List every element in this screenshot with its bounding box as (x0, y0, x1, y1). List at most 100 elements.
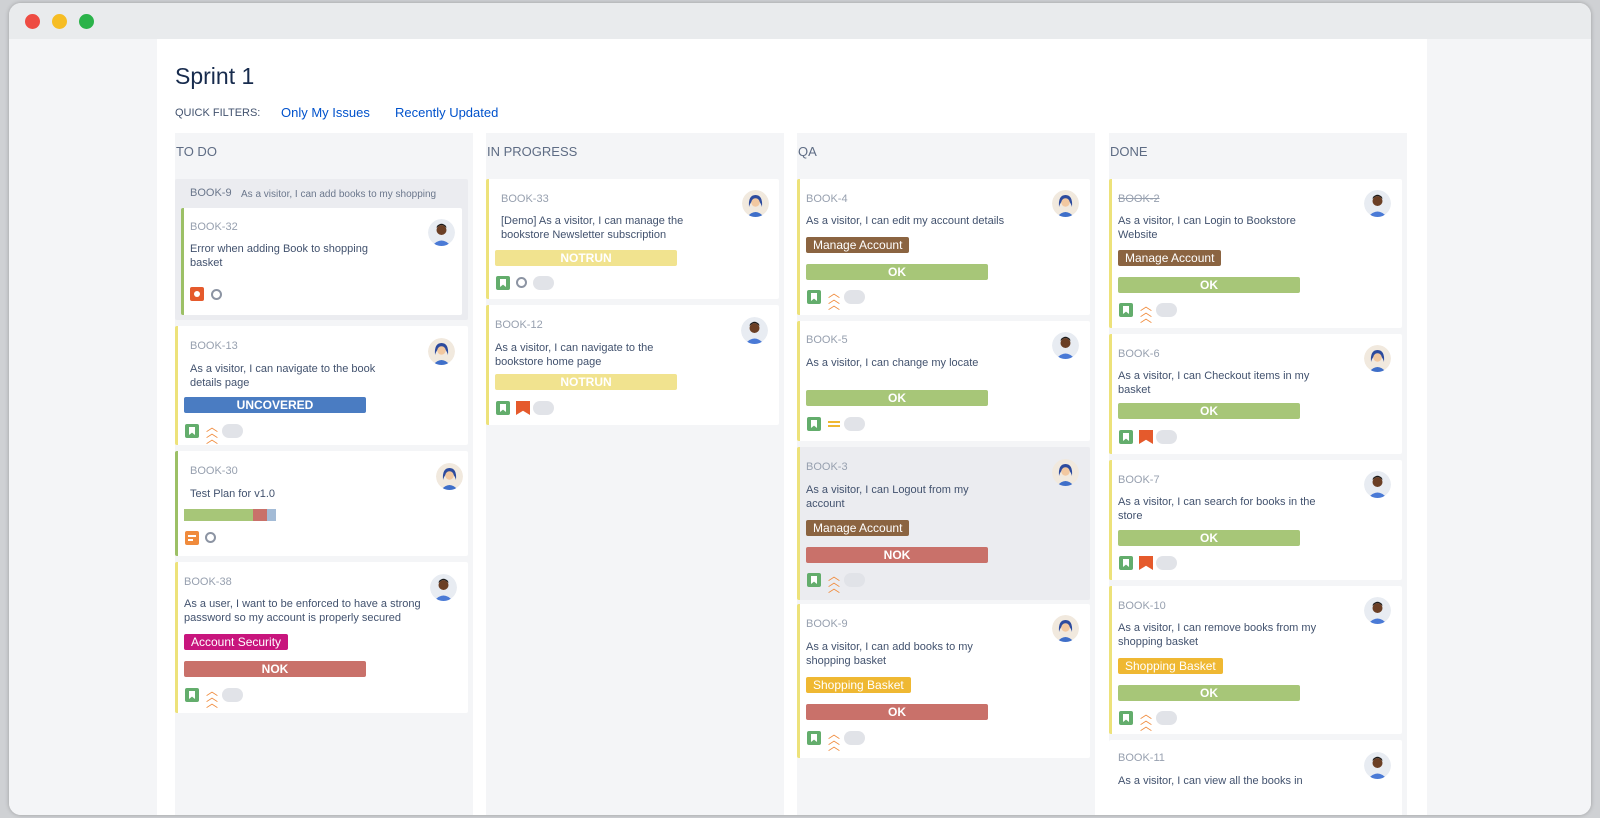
issue-summary: As a visitor, I can navigate to the book… (190, 363, 376, 389)
label-manage-account: Manage Account (1118, 250, 1222, 266)
avatar-female (1052, 615, 1079, 642)
card-book-30[interactable]: BOOK-30 Test Plan for v1.0 (175, 451, 468, 556)
priority-highest-icon: ︿ ︿ ︿ (205, 684, 218, 710)
card-book-5[interactable]: BOOK-5 As a visitor, I can change my loc… (797, 321, 1090, 441)
card-book-32[interactable]: BOOK-32 Error when adding Book to shoppi… (181, 208, 462, 315)
card-book-11[interactable]: BOOK-11 As a visitor, I can view all the… (1109, 740, 1402, 815)
toggle-icon (1156, 556, 1177, 570)
story-icon (185, 688, 199, 702)
filter-recently-updated[interactable]: Recently Updated (395, 105, 499, 120)
issue-summary: As a visitor, I can edit my account deta… (806, 215, 1005, 227)
priority-highest-icon: ︿ ︿ ︿ (205, 420, 218, 446)
toggle-icon (1156, 303, 1177, 317)
card-book-33[interactable]: BOOK-33 [Demo] As a visitor, I can manag… (486, 179, 779, 299)
test-status-badge: NOTRUN (495, 250, 677, 266)
issue-summary: As a visitor, I can change my locate (806, 357, 979, 369)
parent-card-book-9[interactable]: BOOK-9 As a visitor, I can add books to … (175, 179, 468, 320)
issue-key: BOOK-6 (1118, 348, 1160, 360)
card-book-12[interactable]: BOOK-12 As a visitor, I can navigate to … (486, 305, 779, 425)
test-status-badge: NOK (806, 547, 988, 563)
story-icon (1119, 556, 1133, 570)
column-in-progress: IN PROGRESS BOOK-33 [Demo] As a visitor,… (486, 133, 784, 815)
toggle-icon (844, 731, 865, 745)
issue-summary: As a visitor, I can search for books in … (1118, 496, 1316, 522)
issue-summary: As a visitor, I can Login to Bookstore W… (1118, 215, 1296, 241)
issue-summary: As a visitor, I can view all the books i… (1118, 775, 1303, 787)
column-header: QA (798, 144, 817, 159)
issue-key: BOOK-3 (806, 461, 848, 473)
test-status-badge: NOK (184, 661, 366, 677)
column-qa: QA BOOK-4 As a visitor, I can edit my ac… (797, 133, 1095, 815)
toggle-icon (844, 573, 865, 587)
card-book-2[interactable]: BOOK-2 As a visitor, I can Login to Book… (1109, 179, 1402, 328)
priority-highest-icon: ︿ ︿ ︿ (1139, 707, 1152, 733)
minimize-window-button[interactable] (52, 14, 67, 29)
avatar-female (436, 463, 463, 490)
issue-summary: Test Plan for v1.0 (190, 488, 275, 500)
test-status-badge: OK (806, 390, 988, 406)
issue-summary: As a visitor, I can Logout from my accou… (806, 484, 969, 510)
card-book-6[interactable]: BOOK-6 As a visitor, I can Checkout item… (1109, 334, 1402, 454)
quick-filters-label: QUICK FILTERS: (175, 107, 261, 119)
avatar-female (1052, 459, 1079, 486)
avatar-male (1364, 471, 1391, 498)
story-icon (1119, 711, 1133, 725)
issue-summary: As a visitor, I can remove books from my… (1118, 622, 1317, 648)
priority-high-icon (1139, 556, 1153, 570)
card-book-38[interactable]: BOOK-38 As a user, I want to be enforced… (175, 562, 468, 713)
close-window-button[interactable] (25, 14, 40, 29)
issue-summary: As a visitor, I can Checkout items in my… (1118, 370, 1310, 396)
page-title: Sprint 1 (175, 63, 255, 89)
board: Sprint 1 QUICK FILTERS: Only My Issues R… (157, 39, 1427, 815)
story-icon (807, 573, 821, 587)
avatar-female (428, 338, 455, 365)
label-manage-account: Manage Account (806, 520, 910, 536)
filter-only-my-issues[interactable]: Only My Issues (281, 105, 370, 120)
issue-key: BOOK-32 (190, 221, 238, 233)
toggle-icon (844, 290, 865, 304)
avatar-male (1052, 332, 1079, 359)
toggle-icon (1156, 711, 1177, 725)
status-circle-icon (516, 277, 527, 288)
bug-icon (190, 287, 204, 301)
avatar-female (1364, 345, 1391, 372)
test-status-badge: OK (1118, 403, 1300, 419)
issue-key: BOOK-30 (190, 465, 238, 477)
label-account-security: Account Security (184, 634, 289, 650)
issue-key: BOOK-11 (1118, 752, 1165, 764)
maximize-window-button[interactable] (79, 14, 94, 29)
avatar-male (428, 219, 455, 246)
test-status-badge: OK (806, 704, 988, 720)
priority-highest-icon: ︿ ︿ ︿ (1139, 299, 1152, 325)
main-content: Sprint 1 QUICK FILTERS: Only My Issues R… (9, 39, 1591, 815)
column-header: TO DO (176, 144, 217, 159)
avatar-female (1052, 190, 1079, 217)
test-progress-bar (184, 509, 276, 521)
issue-summary: Error when adding Book to shopping baske… (190, 243, 368, 269)
toggle-icon (222, 688, 243, 702)
card-book-10[interactable]: BOOK-10 As a visitor, I can remove books… (1109, 586, 1402, 734)
label-shopping-basket: Shopping Basket (1118, 658, 1223, 674)
issue-key: BOOK-5 (806, 334, 848, 346)
issue-summary: As a visitor, I can navigate to the book… (495, 342, 654, 368)
card-book-3[interactable]: BOOK-3 As a visitor, I can Logout from m… (797, 447, 1090, 600)
test-status-badge: NOTRUN (495, 374, 677, 390)
test-status-badge: OK (1118, 685, 1300, 701)
issue-summary: As a visitor, I can add books to my shop… (241, 189, 437, 200)
story-icon (1119, 430, 1133, 444)
issue-key: BOOK-7 (1118, 474, 1160, 486)
column-header: DONE (1110, 144, 1148, 159)
column-header: IN PROGRESS (487, 144, 578, 159)
issue-summary: [Demo] As a visitor, I can manage the bo… (501, 215, 684, 241)
test-status-badge: OK (806, 264, 988, 280)
card-book-9[interactable]: BOOK-9 As a visitor, I can add books to … (797, 604, 1090, 758)
card-book-4[interactable]: BOOK-4 As a visitor, I can edit my accou… (797, 179, 1090, 315)
avatar-male (1364, 752, 1391, 779)
card-book-13[interactable]: BOOK-13 As a visitor, I can navigate to … (175, 326, 468, 445)
avatar-male (741, 317, 768, 344)
test-status-badge: OK (1118, 530, 1300, 546)
card-book-7[interactable]: BOOK-7 As a visitor, I can search for bo… (1109, 460, 1402, 580)
avatar-male (1364, 597, 1391, 624)
title-bar (9, 3, 1591, 39)
avatar-male (430, 574, 457, 601)
